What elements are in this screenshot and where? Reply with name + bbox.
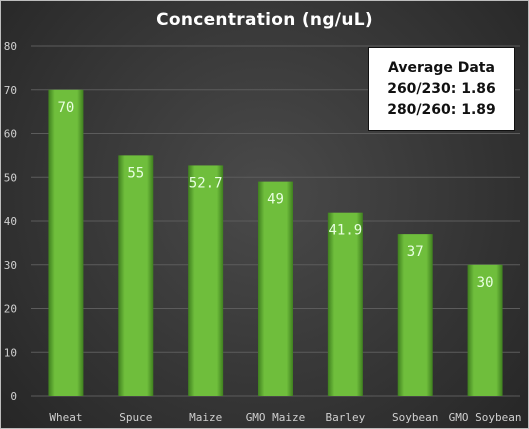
chart-title: Concentration (ng/uL) <box>156 10 373 30</box>
y-tick-label: 20 <box>4 303 17 316</box>
bar <box>397 234 433 396</box>
y-tick-label: 80 <box>4 40 17 53</box>
bar-value-label: 41.9 <box>328 223 362 239</box>
bar <box>188 165 224 396</box>
x-category-label: GMO Maize <box>246 411 306 424</box>
y-tick-label: 50 <box>4 171 17 184</box>
bar-value-label: 37 <box>407 244 424 260</box>
average-data-box: Average Data 260/230: 1.86 280/260: 1.89 <box>368 47 515 131</box>
y-tick-label: 10 <box>4 346 17 359</box>
ratio-280-260: 280/260: 1.89 <box>387 102 496 118</box>
x-category-label: Maize <box>189 411 222 424</box>
bar-value-label: 55 <box>127 165 144 181</box>
y-tick-label: 70 <box>4 84 17 97</box>
bar-value-label: 70 <box>57 100 74 116</box>
bar-value-label: 30 <box>477 275 494 291</box>
y-tick-label: 60 <box>4 128 17 141</box>
average-data-heading: Average Data <box>388 60 495 76</box>
bar <box>48 89 84 396</box>
bar-value-label: 49 <box>267 192 284 208</box>
x-category-label: GMO Soybean <box>449 411 522 424</box>
x-category-label: Wheat <box>49 411 82 424</box>
ratio-260-230: 260/230: 1.86 <box>387 81 496 97</box>
y-tick-label: 30 <box>4 259 17 272</box>
bar-value-label: 52.7 <box>189 175 223 191</box>
y-tick-label: 40 <box>4 215 17 228</box>
bar <box>327 212 363 396</box>
bar <box>467 264 503 396</box>
bar <box>258 181 293 396</box>
x-category-label: Soybean <box>392 411 438 424</box>
y-tick-label: 0 <box>10 390 17 403</box>
bar <box>118 155 154 396</box>
x-category-label: Spuce <box>119 411 152 424</box>
x-category-label: Barley <box>325 411 365 424</box>
